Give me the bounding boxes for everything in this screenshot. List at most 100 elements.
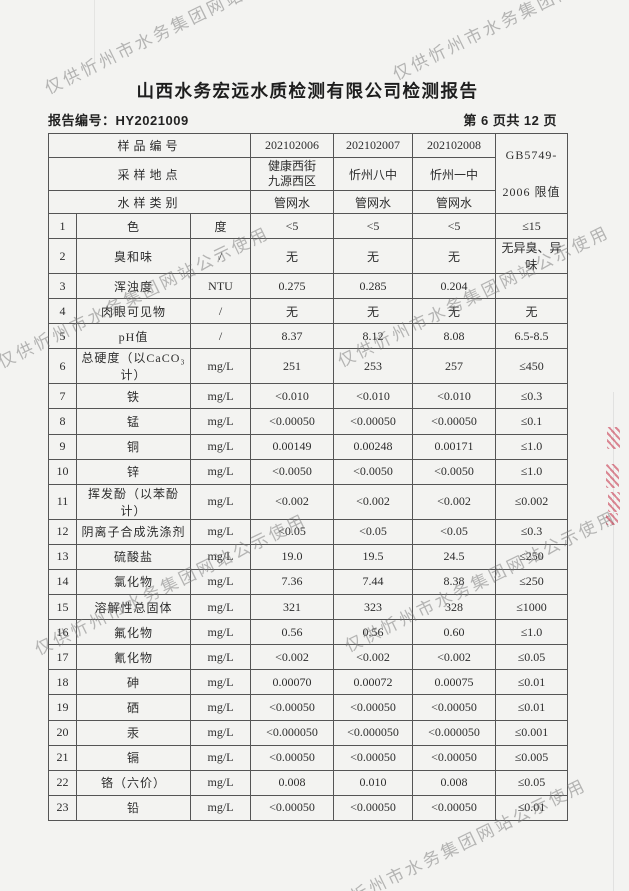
parameter-name: 氯化物 (76, 568, 191, 596)
parameter-name: 色 (76, 212, 191, 240)
parameter-unit: mg/L (189, 744, 252, 771)
limit-value: ≤1000 (495, 594, 569, 621)
table-row: 22 铬（六价） mg/L 0.008 0.010 0.008 ≤0.05 (48, 769, 569, 796)
parameter-unit: mg/L (189, 568, 252, 596)
parameter-name: 挥发酚（以苯酚计） (76, 483, 191, 520)
water-type-2: 管网水 (333, 190, 414, 214)
sample-2-value: <0.0050 (333, 458, 414, 485)
row-number: 13 (48, 543, 77, 570)
table-row: 19 硒 mg/L <0.00050 <0.00050 <0.00050 ≤0.… (48, 694, 569, 721)
sample-id-row: 样品编号 202102006 202102007 202102008 GB574… (47, 133, 569, 214)
sample-3-value: <0.00050 (412, 408, 497, 435)
sample-3-value: 0.00171 (412, 433, 497, 460)
water-type-1: 管网水 (250, 190, 335, 214)
sample-2-value: 无 (333, 238, 414, 275)
sample-3-value: <0.010 (412, 383, 497, 410)
limit-header-line1: GB5749- (505, 147, 558, 162)
table-row: 23 铅 mg/L <0.00050 <0.00050 <0.00050 ≤0.… (48, 794, 569, 821)
row-number: 21 (48, 744, 77, 771)
parameter-name: 铬（六价） (76, 769, 191, 796)
parameter-name: 溶解性总固体 (76, 594, 191, 621)
sample-1-value: <0.002 (250, 483, 335, 520)
row-number: 23 (48, 794, 77, 821)
sample-1-value: <0.00050 (250, 794, 335, 821)
water-type-row: 水样类别 管网水 管网水 管网水 (47, 190, 568, 214)
parameter-unit: mg/L (189, 483, 252, 520)
limit-value: ≤0.05 (495, 644, 569, 671)
sample-1-value: <0.000050 (250, 719, 335, 746)
sample-id-2: 202102007 (333, 133, 414, 158)
sample-2-value: 无 (333, 298, 414, 325)
limit-value: 无异臭、异味 (495, 238, 569, 275)
sample-1-value: <0.05 (250, 518, 335, 545)
sample-3-value: <0.000050 (412, 719, 497, 746)
row-number: 1 (48, 212, 77, 240)
sample-2-value: 8.12 (333, 323, 414, 350)
table-row: 2 臭和味 / 无 无 无 无异臭、异味 (48, 238, 569, 275)
sample-2-value: 0.00072 (333, 669, 414, 696)
parameter-name: 砷 (76, 669, 191, 696)
table-row: 13 硫酸盐 mg/L 19.0 19.5 24.5 ≤250 (48, 543, 569, 570)
parameter-name: 硫酸盐 (76, 543, 191, 570)
limit-value: 无 (495, 298, 569, 325)
sample-3-value: <0.00050 (412, 744, 497, 771)
parameter-unit: / (189, 238, 252, 275)
sample-id-1: 202102006 (250, 133, 335, 158)
sample-2-value: 0.285 (333, 273, 414, 300)
row-number: 15 (48, 594, 77, 621)
sample-1-value: 0.275 (250, 273, 335, 300)
sampling-site-3: 忻州一中 (412, 157, 497, 191)
sample-3-value: <5 (412, 212, 497, 240)
parameter-unit: NTU (189, 273, 252, 300)
table-header-rows: 样品编号 202102006 202102007 202102008 GB574… (47, 133, 569, 214)
parameter-name: 总硬度（以CaCO₃计） (76, 348, 191, 385)
report-meta-line: 报告编号：HY2021009 第 6 页共 12 页 (48, 110, 567, 129)
row-number: 3 (48, 273, 77, 300)
parameter-name: 阴离子合成洗涤剂 (76, 518, 191, 545)
parameter-name: pH值 (76, 323, 191, 350)
report-number: 报告编号：HY2021009 (48, 113, 189, 128)
sample-2-value: <5 (333, 212, 414, 240)
row-number: 6 (48, 348, 77, 385)
parameter-unit: mg/L (189, 769, 252, 796)
row-number: 12 (48, 518, 77, 545)
sample-2-value: <0.05 (333, 518, 414, 545)
sample-2-value: 7.44 (333, 568, 414, 596)
parameter-unit: mg/L (189, 348, 252, 385)
table-row: 21 镉 mg/L <0.00050 <0.00050 <0.00050 ≤0.… (48, 744, 569, 771)
row-number: 7 (48, 383, 77, 410)
sample-1-value: 0.008 (250, 769, 335, 796)
parameter-unit: 度 (189, 212, 252, 240)
parameter-unit: mg/L (189, 433, 252, 460)
page-title: 山西水务宏远水质检测有限公司检测报告 (136, 81, 479, 101)
row-number: 19 (48, 694, 77, 721)
parameter-unit: mg/L (189, 719, 252, 746)
sample-3-value: <0.00050 (412, 794, 497, 821)
sample-2-value: <0.00050 (333, 744, 414, 771)
paper-fold-line (94, 0, 95, 62)
sample-1-value: <0.010 (250, 383, 335, 410)
limit-value: ≤0.002 (495, 483, 569, 520)
limit-value: ≤250 (495, 568, 569, 596)
sample-3-value: 328 (412, 594, 497, 621)
sample-3-value: 8.08 (412, 323, 497, 350)
limit-value: ≤250 (495, 543, 569, 570)
table-row: 9 铜 mg/L 0.00149 0.00248 0.00171 ≤1.0 (48, 433, 569, 460)
limit-value: ≤15 (495, 212, 569, 240)
water-type-3: 管网水 (412, 190, 497, 214)
limit-value: ≤450 (495, 348, 569, 385)
sample-1-value: 8.37 (250, 323, 335, 350)
sample-2-value: 323 (333, 594, 414, 621)
parameter-unit: mg/L (189, 594, 252, 621)
sample-1-value: 0.00149 (250, 433, 335, 460)
limit-value: ≤0.01 (495, 694, 569, 721)
sampling-site-label: 采样地点 (47, 157, 252, 191)
sampling-site-row: 采样地点 健康西街 九源西区 忻州八中 忻州一中 (47, 157, 568, 191)
row-number: 16 (48, 619, 77, 646)
limit-value: ≤0.01 (495, 669, 569, 696)
row-number: 22 (48, 769, 77, 796)
table-row: 3 浑浊度 NTU 0.275 0.285 0.204 (48, 273, 569, 300)
sample-3-value: 0.008 (412, 769, 497, 796)
parameter-unit: mg/L (189, 383, 252, 410)
sample-1-value: 无 (250, 298, 335, 325)
